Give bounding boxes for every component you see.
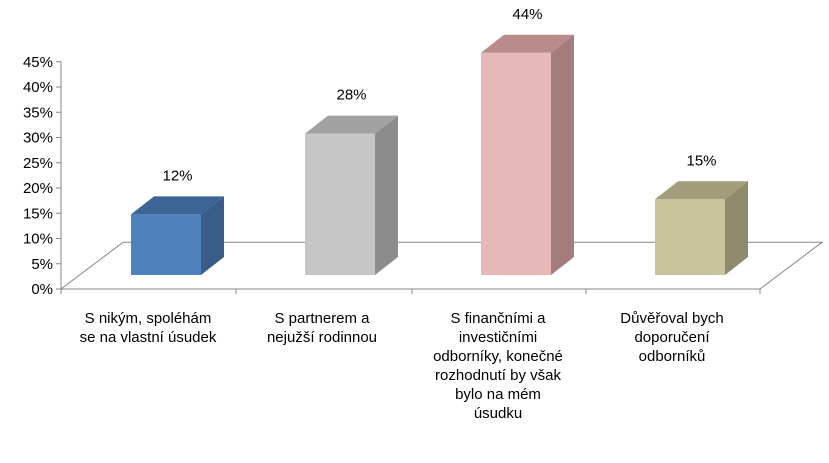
x-category-label-line: odborníků bbox=[638, 348, 706, 365]
x-category-label: S nikým, spoléhám se na vlastní úsudek bbox=[63, 309, 233, 347]
y-tick-label: 10% bbox=[23, 231, 53, 248]
x-category-label-line: Důvěřoval bych bbox=[620, 310, 724, 327]
bar-top bbox=[305, 115, 398, 134]
x-category-label-line: doporučení bbox=[634, 329, 710, 346]
x-category-label-line: nejužší rodinnou bbox=[266, 329, 378, 346]
data-label: 44% bbox=[512, 6, 542, 23]
bar-side bbox=[725, 181, 748, 275]
y-tick-label: 0% bbox=[31, 281, 53, 298]
bar-side bbox=[375, 115, 398, 275]
bar-front bbox=[655, 199, 725, 275]
data-label: 28% bbox=[336, 87, 366, 104]
bar-top bbox=[481, 34, 574, 53]
bar-top bbox=[131, 196, 224, 215]
bar-front bbox=[131, 214, 201, 275]
y-tick-label: 15% bbox=[23, 205, 53, 222]
bar-front bbox=[305, 133, 375, 275]
y-tick-label: 40% bbox=[23, 79, 53, 96]
y-tick-label: 5% bbox=[31, 256, 53, 273]
data-label: 12% bbox=[162, 167, 192, 184]
bar-side bbox=[201, 196, 224, 275]
x-category-label-line: S finančními a bbox=[450, 310, 546, 327]
x-category-label-line: odborníky, konečné bbox=[433, 348, 563, 365]
floor-plane bbox=[59, 241, 824, 290]
x-category-label-line: se na vlastní úsudek bbox=[79, 329, 217, 346]
y-tick-label: 30% bbox=[23, 130, 53, 147]
x-category-label: S partnerem a nejužší rodinnou bbox=[237, 309, 407, 347]
x-category-label-line: S nikým, spoléhám bbox=[84, 310, 212, 327]
x-category-label: Důvěřoval bych doporučení odborníků bbox=[587, 309, 757, 366]
y-tick-label: 25% bbox=[23, 155, 53, 172]
bar-front bbox=[481, 52, 551, 275]
y-tick-label: 35% bbox=[23, 104, 53, 121]
x-category-label-line: investičními bbox=[458, 329, 538, 346]
x-category-label-line: bylo na mém bbox=[455, 386, 541, 403]
y-tick-label: 20% bbox=[23, 180, 53, 197]
y-tick-label: 45% bbox=[23, 54, 53, 71]
bar-top bbox=[655, 181, 748, 200]
x-category-label-line: S partnerem a bbox=[274, 310, 370, 327]
x-category-label-line: úsudku bbox=[473, 405, 523, 422]
axis-layer: 0% 5% 10% 15% 20% 25% 30% 35% 40% 45% bbox=[23, 54, 824, 298]
bars-layer bbox=[131, 34, 748, 275]
data-label: 15% bbox=[686, 152, 716, 169]
labels-layer: 12% 28% 44% 15% bbox=[162, 6, 716, 185]
bar-side bbox=[551, 34, 574, 275]
x-category-label-line: rozhodnutí by však bbox=[435, 367, 561, 384]
x-category-label: S finančními a investičními odborníky, kon… bbox=[413, 309, 583, 423]
